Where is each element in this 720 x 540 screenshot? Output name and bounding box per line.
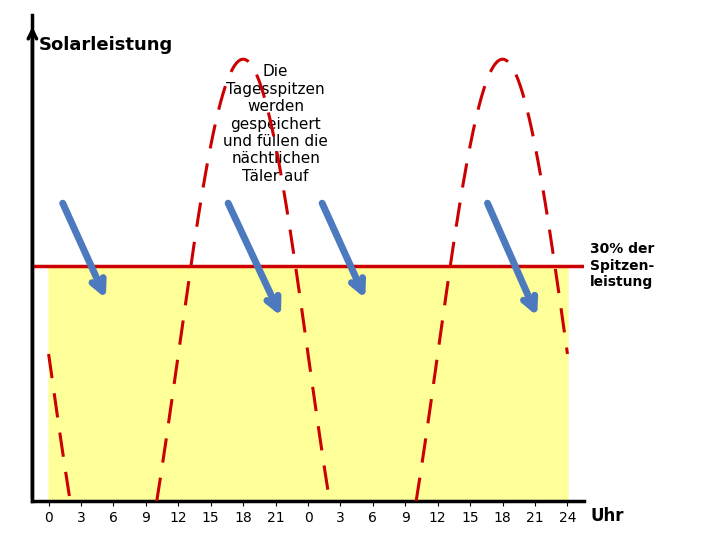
- Text: Solarleistung: Solarleistung: [39, 36, 173, 53]
- Text: 30% der
Spitzen-
leistung: 30% der Spitzen- leistung: [590, 242, 654, 289]
- Text: Die
Tagesspitzen
werden
gespeichert
und füllen die
nächtlichen
Täler auf: Die Tagesspitzen werden gespeichert und …: [223, 64, 328, 184]
- Text: Uhr: Uhr: [590, 507, 624, 525]
